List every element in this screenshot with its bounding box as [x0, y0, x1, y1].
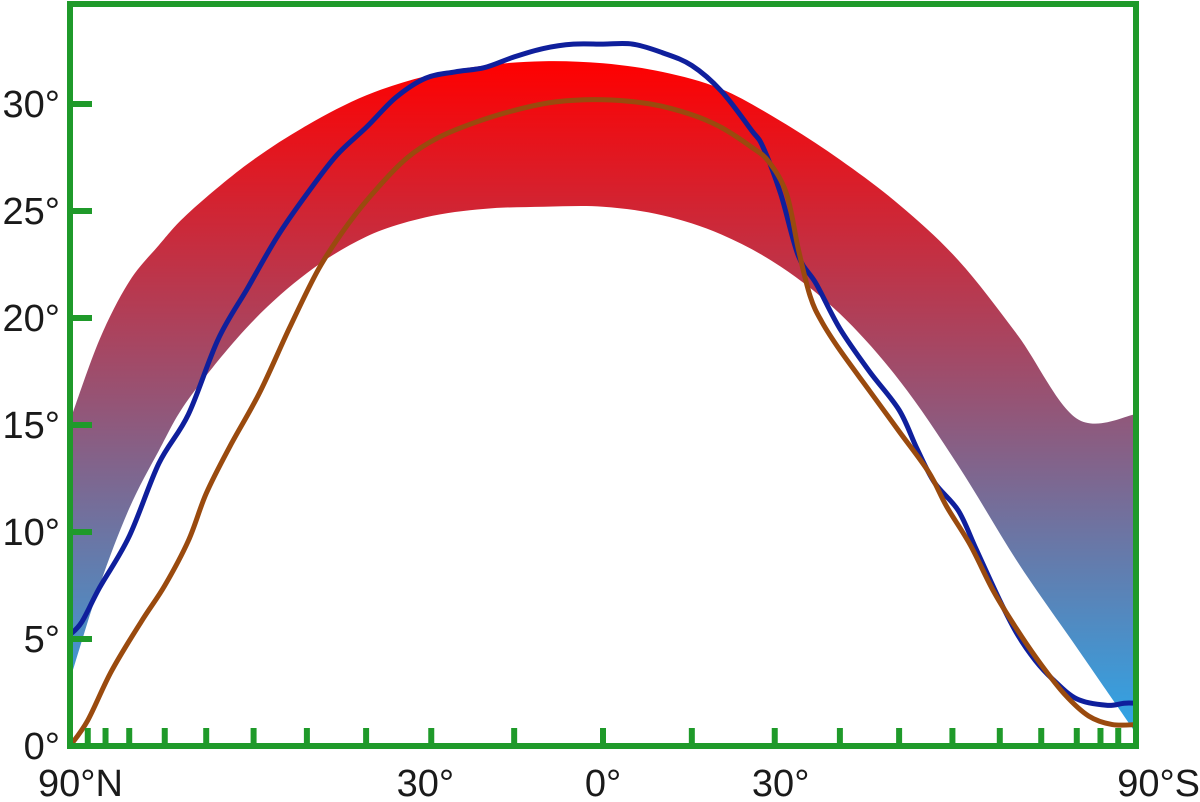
- x-tick-label: 30°: [397, 763, 454, 802]
- x-tick-label: 0°: [585, 763, 621, 802]
- y-tick-label: 25°: [3, 191, 60, 233]
- range-band: [70, 61, 1136, 734]
- y-tick-label: 15°: [3, 405, 60, 447]
- x-tick-label: 90°N: [38, 763, 123, 802]
- y-tick-label: 20°: [3, 298, 60, 340]
- y-tick-label: 30°: [3, 84, 60, 126]
- x-tick-label: 90°S: [1117, 763, 1200, 802]
- x-tick-label: 30°: [752, 763, 809, 802]
- y-tick-label: 0°: [24, 726, 60, 768]
- y-tick-label: 5°: [24, 619, 60, 661]
- series-line-2: [67, 97, 1139, 749]
- y-tick-label: 10°: [3, 512, 60, 554]
